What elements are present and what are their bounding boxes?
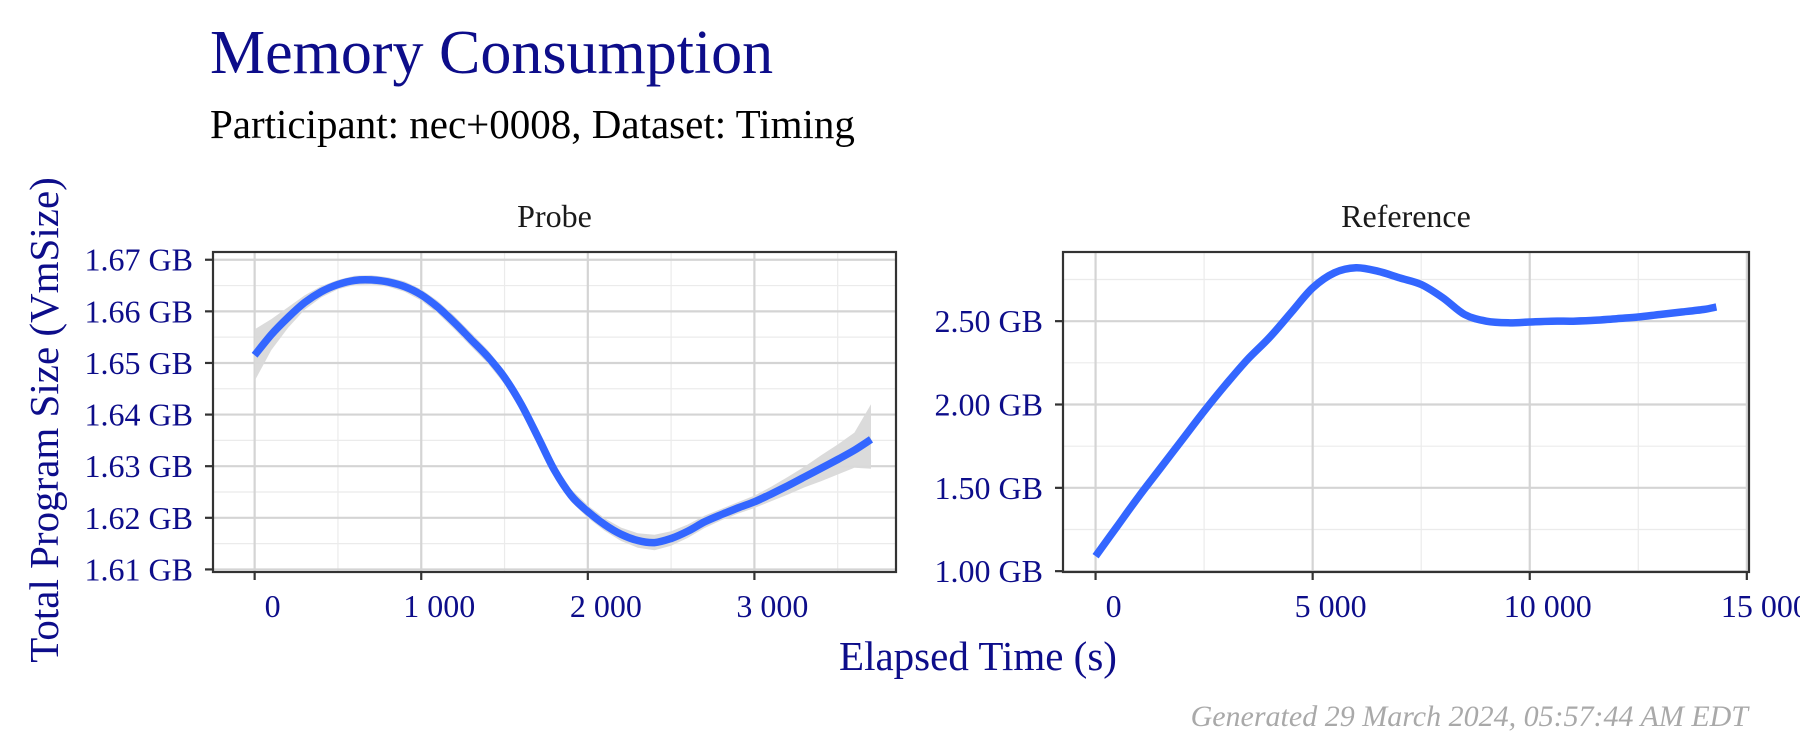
y-tick-label: 1.64 GB xyxy=(85,397,193,433)
y-tick-label: 1.66 GB xyxy=(85,293,193,329)
y-tick-label: 2.00 GB xyxy=(935,387,1043,423)
series-line xyxy=(251,275,874,547)
x-tick-label: 15 000 xyxy=(1721,588,1800,624)
x-tick-label: 1 000 xyxy=(403,588,475,624)
x-tick-label: 2 000 xyxy=(570,588,642,624)
x-tick-label: 0 xyxy=(265,588,281,624)
y-tick-label: 1.63 GB xyxy=(85,448,193,484)
y-tick-label: 2.50 GB xyxy=(935,303,1043,339)
facet-label: Probe xyxy=(517,198,592,234)
panel-border xyxy=(211,250,898,574)
y-tick-label: 1.61 GB xyxy=(85,551,193,587)
panel-reference: Reference 0 5 000 10 000 15 000 1.00 GB 1.50 G… xyxy=(935,198,1800,624)
x-tick-label: 3 000 xyxy=(736,588,808,624)
y-tick-label: 1.00 GB xyxy=(935,553,1043,589)
panel-background xyxy=(1063,252,1749,572)
panel-probe: Probe 0 1 000 2 000 3 000 1.61 GB 1.62 GB 1.63 … xyxy=(85,198,898,624)
series-line xyxy=(1092,264,1718,559)
generated-timestamp: Generated 29 March 2024, 05:57:44 AM EDT xyxy=(1190,700,1748,733)
facet-label: Reference xyxy=(1341,198,1471,234)
chart-subtitle: Participant: nec+0008, Dataset: Timing xyxy=(210,101,855,147)
x-tick-label: 10 000 xyxy=(1504,588,1592,624)
panel-border xyxy=(1061,250,1751,574)
x-axis-label: Elapsed Time (s) xyxy=(839,633,1117,679)
x-tick-label: 0 xyxy=(1106,588,1122,624)
chart-title: Memory Consumption xyxy=(210,19,774,87)
y-tick-label: 1.62 GB xyxy=(85,500,193,536)
y-tick-label: 1.67 GB xyxy=(85,242,193,278)
y-tick-label: 1.50 GB xyxy=(935,470,1043,506)
y-tick-label: 1.65 GB xyxy=(85,345,193,381)
x-tick-label: 5 000 xyxy=(1295,588,1367,624)
